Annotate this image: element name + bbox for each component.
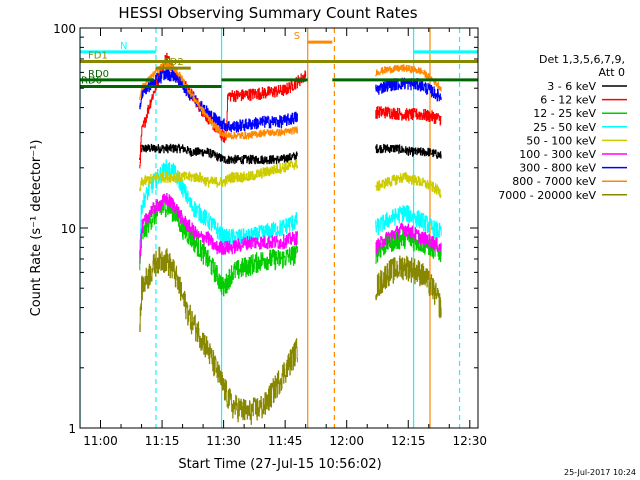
x-axis-label: Start Time (27-Jul-15 10:56:02) <box>178 457 381 472</box>
x-tick-label: 12:00 <box>329 434 364 448</box>
series-line-part1 <box>139 143 298 165</box>
legend-label: 800 - 7000 keV <box>512 175 596 188</box>
series-line-part2 <box>375 77 442 102</box>
legend-label: 7000 - 20000 keV <box>498 189 596 202</box>
x-tick-label: 11:45 <box>268 434 303 448</box>
x-tick-label: 11:30 <box>206 434 241 448</box>
series-line-part1 <box>139 198 298 297</box>
series-line-part2 <box>375 255 442 319</box>
footer-date: 25-Jul-2017 10:24 <box>564 468 636 477</box>
series-line-part2 <box>375 205 442 238</box>
y-axis-label: Count Rate (s⁻¹ detector⁻¹) <box>29 140 44 317</box>
series-line-part1 <box>139 158 298 192</box>
flag-label: S <box>294 31 300 42</box>
series-line-part1 <box>139 193 298 264</box>
flag-label: FD2 <box>164 57 184 68</box>
flag-label: RD6 <box>81 75 102 86</box>
y-tick-label: 10 <box>61 222 76 236</box>
legend-header-line2: Att 0 <box>599 66 625 79</box>
flag-label: N <box>120 41 127 52</box>
x-tick-label: 11:15 <box>145 434 180 448</box>
flag-label: FD1 <box>88 50 108 61</box>
series-line-part1 <box>139 246 298 425</box>
y-tick-label: 100 <box>53 22 76 36</box>
legend-label: 6 - 12 keV <box>540 94 596 107</box>
series-line-part1 <box>139 159 298 256</box>
legend-label: 50 - 100 keV <box>526 134 596 147</box>
legend-header-line1: Det 1,3,5,6,7,9, <box>539 53 625 66</box>
series-line-part1 <box>139 68 298 133</box>
legend-label: 300 - 800 keV <box>519 162 596 175</box>
y-axis: 1 10 100 <box>53 22 478 436</box>
legend-label: 3 - 6 keV <box>547 80 596 93</box>
legend-label: 25 - 50 keV <box>533 121 596 134</box>
y-tick-label: 1 <box>68 422 76 436</box>
chart-title: HESSI Observing Summary Count Rates <box>118 4 417 22</box>
legend-label: 100 - 300 keV <box>519 148 596 161</box>
x-axis: 11:00 11:15 11:30 11:45 12:00 12:15 12:30 <box>83 28 487 448</box>
x-tick-label: 11:00 <box>83 434 118 448</box>
x-tick-label: 12:15 <box>391 434 426 448</box>
series-line-part2 <box>375 106 442 126</box>
series-line-part2 <box>375 222 442 255</box>
legend-label: 12 - 25 keV <box>533 107 596 120</box>
x-tick-label: 12:30 <box>452 434 487 448</box>
series-line-part2 <box>375 143 442 159</box>
flag-label: RD0 <box>88 69 109 80</box>
series-line-part1 <box>139 60 298 140</box>
series-line-part2 <box>375 172 442 198</box>
vertical-marker-lines <box>80 28 461 428</box>
series-layer <box>139 52 442 425</box>
